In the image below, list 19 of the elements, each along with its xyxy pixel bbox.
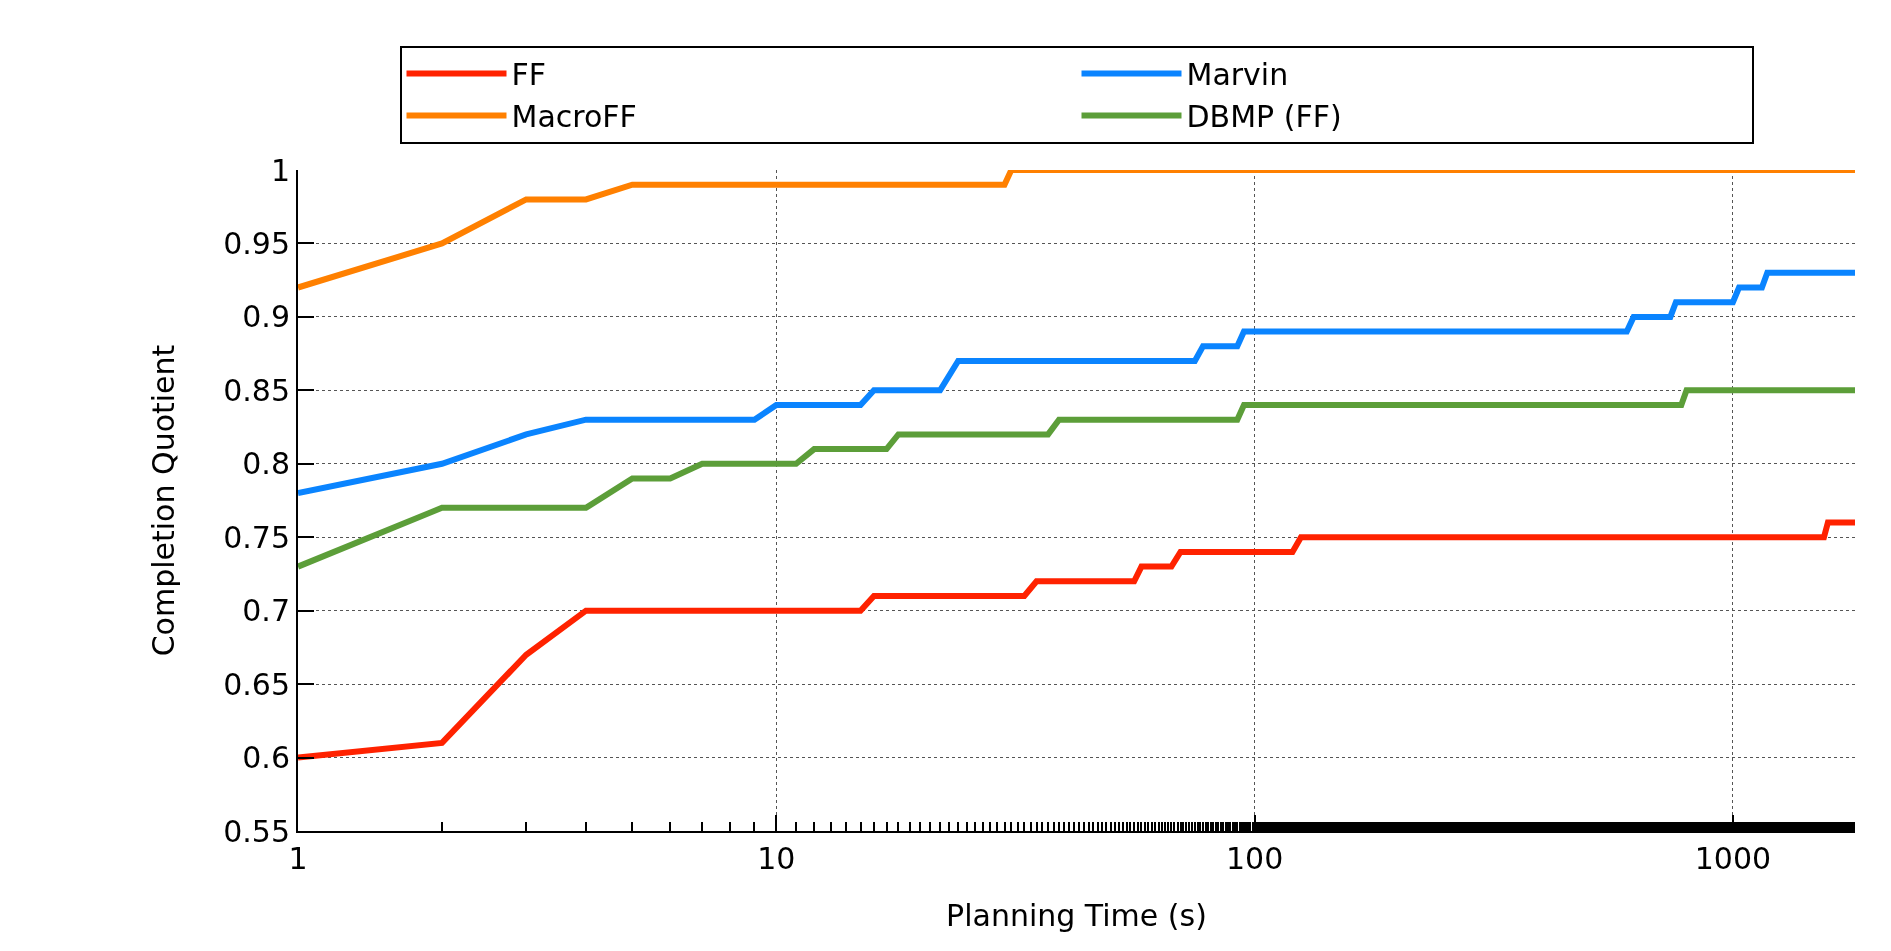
y-tick-label: 1	[270, 152, 290, 188]
y-tick-label: 0.8	[242, 446, 290, 482]
legend-label: MacroFF	[511, 99, 637, 135]
x-tick-label: 1000	[1694, 841, 1772, 876]
y-tick-label: 0.7	[242, 593, 290, 629]
x-axis-title: Planning Time (s)	[946, 898, 1207, 933]
y-tick-label: 0.65	[223, 666, 290, 702]
y-tick-label: 0.95	[223, 225, 290, 261]
legend-label: Marvin	[1186, 57, 1289, 93]
y-tick-label: 0.9	[242, 299, 290, 335]
y-tick-label: 0.6	[242, 740, 290, 776]
y-axis-title: Completion Quotient	[145, 344, 181, 657]
y-tick-label: 0.75	[223, 519, 290, 555]
legend-label: FF	[511, 57, 547, 93]
x-tick-label: 10	[757, 841, 796, 876]
y-tick-label: 0.85	[223, 372, 290, 408]
y-tick-label: 0.55	[223, 813, 290, 849]
x-tick-label: 100	[1225, 841, 1284, 876]
legend-label: DBMP (FF)	[1186, 99, 1342, 135]
